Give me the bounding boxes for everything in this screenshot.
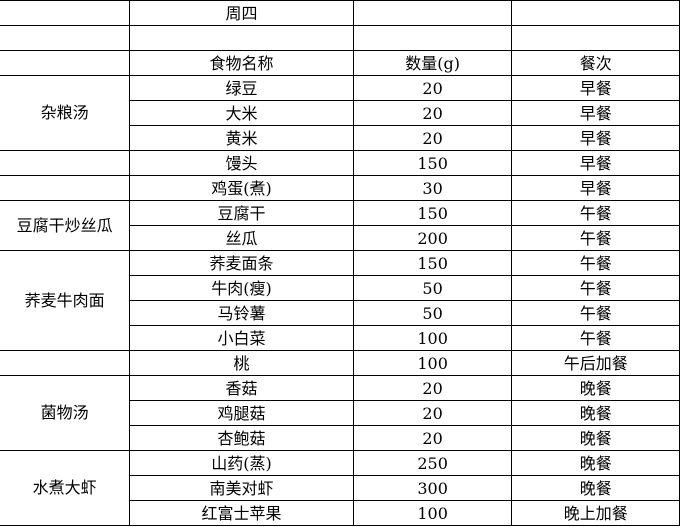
food-name-cell[interactable]: 荞麦面条 [129,250,354,276]
meal-cell[interactable]: 晚餐 [511,475,680,501]
table-row: 菌物汤 香菇 20 晚餐 [0,375,680,451]
food-name-cell[interactable]: 南美对虾 [129,475,354,501]
table-row: 馒头 150 早餐 [0,150,680,176]
blank-row [0,25,680,51]
meal-cell[interactable]: 午后加餐 [511,350,680,376]
quantity-cell[interactable]: 50 [352,275,513,301]
dish-cell[interactable]: 水煮大虾 [0,450,131,526]
meal-cell[interactable]: 早餐 [511,125,680,151]
food-name-cell[interactable]: 牛肉(瘦) [129,275,354,301]
table-row: 南美对虾 300 晚餐 [0,475,680,501]
quantity-cell[interactable]: 300 [352,475,513,501]
meal-cell[interactable]: 早餐 [511,75,680,101]
table-row: 黄米 20 早餐 [0,125,680,151]
quantity-cell[interactable]: 20 [352,400,513,426]
food-name-cell[interactable]: 豆腐干 [129,200,354,226]
table-row: 杂粮汤 绿豆 20 早餐 [0,75,680,151]
quantity-cell[interactable]: 150 [352,150,513,176]
meal-cell[interactable]: 午餐 [511,300,680,326]
meal-cell[interactable]: 午餐 [511,225,680,251]
cell[interactable] [352,0,513,26]
day-label[interactable]: 周四 [129,0,354,26]
food-name-cell[interactable]: 大米 [129,100,354,126]
dish-cell[interactable]: 杂粮汤 [0,75,131,151]
quantity-cell[interactable]: 150 [352,250,513,276]
quantity-cell[interactable]: 250 [352,450,513,476]
meal-cell[interactable]: 早餐 [511,100,680,126]
table-row: 杏鲍菇 20 晚餐 [0,425,680,451]
meal-cell[interactable]: 晚餐 [511,450,680,476]
dish-cell[interactable] [0,175,131,201]
cell[interactable] [511,25,680,51]
table-row: 马铃薯 50 午餐 [0,300,680,326]
food-name-cell[interactable]: 红富士苹果 [129,500,354,526]
cell[interactable] [129,25,354,51]
quantity-cell[interactable]: 100 [352,500,513,526]
food-name-cell[interactable]: 杏鲍菇 [129,425,354,451]
cell[interactable] [352,25,513,51]
meal-cell[interactable]: 早餐 [511,150,680,176]
meal-cell[interactable]: 午餐 [511,325,680,351]
table-row: 水煮大虾 山药(蒸) 250 晚餐 [0,450,680,526]
food-name-cell[interactable]: 鸡腿菇 [129,400,354,426]
quantity-cell[interactable]: 50 [352,300,513,326]
meal-cell[interactable]: 晚餐 [511,425,680,451]
table-row: 丝瓜 200 午餐 [0,225,680,251]
dish-cell[interactable]: 菌物汤 [0,375,131,451]
table-row: 鸡蛋(煮) 30 早餐 [0,175,680,201]
cell[interactable] [0,25,131,51]
table-row: 牛肉(瘦) 50 午餐 [0,275,680,301]
food-name-cell[interactable]: 小白菜 [129,325,354,351]
quantity-cell[interactable]: 20 [352,100,513,126]
header-meal[interactable]: 餐次 [511,50,680,76]
table-row: 豆腐干炒丝瓜 豆腐干 150 午餐 [0,200,680,251]
food-name-cell[interactable]: 丝瓜 [129,225,354,251]
dish-cell[interactable]: 豆腐干炒丝瓜 [0,200,131,251]
food-name-cell[interactable]: 山药(蒸) [129,450,354,476]
quantity-cell[interactable]: 30 [352,175,513,201]
food-name-cell[interactable]: 黄米 [129,125,354,151]
food-name-cell[interactable]: 绿豆 [129,75,354,101]
dish-cell[interactable] [0,350,131,376]
quantity-cell[interactable]: 150 [352,200,513,226]
meal-cell[interactable]: 早餐 [511,175,680,201]
meal-cell[interactable]: 午餐 [511,250,680,276]
cell[interactable] [511,0,680,26]
food-name-cell[interactable]: 香菇 [129,375,354,401]
quantity-cell[interactable]: 20 [352,425,513,451]
food-name-cell[interactable]: 鸡蛋(煮) [129,175,354,201]
table-row: 荞麦牛肉面 荞麦面条 150 午餐 [0,250,680,351]
quantity-cell[interactable]: 100 [352,350,513,376]
table-row: 小白菜 100 午餐 [0,325,680,351]
dish-cell[interactable]: 荞麦牛肉面 [0,250,131,351]
header-row: 食物名称 数量(g) 餐次 [0,50,680,76]
meal-cell[interactable]: 晚餐 [511,400,680,426]
header-quantity[interactable]: 数量(g) [352,50,513,76]
table-row: 大米 20 早餐 [0,100,680,126]
meal-cell[interactable]: 晚上加餐 [511,500,680,526]
quantity-cell[interactable]: 200 [352,225,513,251]
quantity-cell[interactable]: 20 [352,75,513,101]
day-row: 周四 [0,0,680,26]
meal-cell[interactable]: 午餐 [511,200,680,226]
food-name-cell[interactable]: 马铃薯 [129,300,354,326]
food-name-cell[interactable]: 馒头 [129,150,354,176]
table-row: 桃 100 午后加餐 [0,350,680,376]
quantity-cell[interactable]: 20 [352,375,513,401]
quantity-cell[interactable]: 100 [352,325,513,351]
header-food-name[interactable]: 食物名称 [129,50,354,76]
table-row: 红富士苹果 100 晚上加餐 [0,500,680,526]
quantity-cell[interactable]: 20 [352,125,513,151]
header-dish[interactable] [0,50,131,76]
meal-cell[interactable]: 午餐 [511,275,680,301]
cell[interactable] [0,0,131,26]
table-row: 鸡腿菇 20 晚餐 [0,400,680,426]
meal-cell[interactable]: 晚餐 [511,375,680,401]
food-name-cell[interactable]: 桃 [129,350,354,376]
dish-cell[interactable] [0,150,131,176]
